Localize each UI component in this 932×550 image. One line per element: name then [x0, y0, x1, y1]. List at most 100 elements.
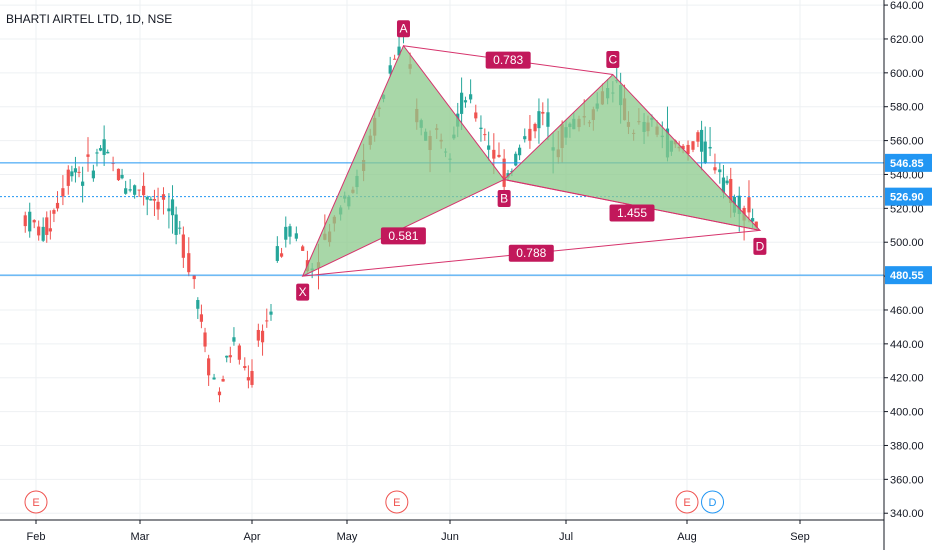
candle-body [207, 358, 211, 376]
candle-body [61, 188, 65, 197]
candle-body [474, 112, 478, 119]
candle-body [156, 201, 160, 210]
candle-body [116, 168, 121, 181]
x-tick-label: Feb [27, 531, 46, 543]
y-tick-label: 380.00 [890, 440, 924, 452]
candle-body [128, 189, 132, 191]
point-x-label: X [299, 285, 307, 299]
y-tick-label: 420.00 [890, 373, 924, 385]
candle-body [142, 185, 146, 196]
candle-body [699, 129, 704, 152]
candle-body [492, 149, 496, 159]
y-tick-label: 500.00 [890, 237, 924, 249]
candle-body [708, 146, 712, 149]
event-marker-label: E [393, 497, 400, 509]
candle-body [237, 345, 241, 360]
candle-body [301, 246, 305, 251]
candle-body [686, 144, 690, 154]
earnings-marker [24, 490, 48, 514]
candle-body [713, 167, 717, 171]
candle-body [178, 227, 182, 229]
y-tick-label: 560.00 [890, 136, 924, 148]
price-tag-label: 526.90 [890, 192, 924, 204]
point-b-label: B [500, 192, 508, 206]
candle-body [718, 169, 722, 173]
x-tick-label: Aug [677, 531, 697, 543]
point-a-label: A [399, 22, 407, 36]
ratio-xb-label: 0.581 [388, 229, 418, 243]
candle-body [502, 158, 506, 187]
candle-body [243, 366, 247, 368]
y-tick-label: 540.00 [890, 169, 924, 181]
candle-body [533, 123, 537, 132]
candle-body [294, 233, 298, 239]
candle-body [170, 199, 175, 216]
candle-body [32, 220, 36, 223]
point-c-label: C [609, 53, 618, 67]
x-tick-label: Jun [441, 531, 459, 543]
candle-body [275, 246, 279, 261]
candle-body [725, 180, 729, 184]
candle-body [284, 226, 288, 240]
candle-body [479, 127, 483, 129]
candle-body [691, 141, 695, 150]
candle-body [66, 169, 70, 186]
candle-body [393, 58, 397, 60]
x-tick-label: May [337, 531, 358, 543]
candle-body [81, 181, 85, 186]
y-tick-label: 640.00 [890, 0, 924, 12]
price-tag-label: 546.85 [890, 158, 924, 170]
price-tag-bg [885, 187, 932, 206]
earnings-marker [675, 490, 699, 514]
candle-body [681, 145, 685, 150]
price-tag-label: 480.55 [890, 270, 924, 282]
candle-body [537, 111, 541, 129]
candle-body [232, 337, 236, 342]
candle-body [196, 300, 200, 309]
event-marker-label: E [683, 497, 690, 509]
candle-body [225, 355, 229, 358]
candle-body [28, 211, 32, 232]
candle-body [23, 215, 27, 227]
candle-body [747, 197, 751, 213]
candle-body [483, 134, 487, 136]
candle-body [120, 174, 124, 179]
y-tick-label: 620.00 [890, 34, 924, 46]
y-tick-label: 440.00 [890, 339, 924, 351]
candle-body [41, 226, 45, 241]
candle-body [279, 253, 284, 257]
point-b-label-bg [497, 190, 511, 208]
ratio-xd-label-bg [508, 244, 554, 262]
ratio-ac-label: 0.783 [493, 53, 523, 67]
candle-body [55, 202, 60, 209]
candle-body [73, 168, 78, 173]
y-tick-label: 520.00 [890, 203, 924, 215]
ratio-ac-label-bg [485, 51, 531, 69]
dividend-marker [701, 490, 725, 514]
candle-body [256, 329, 260, 341]
ratio-bd-label-bg [609, 204, 655, 222]
x-tick-label: Mar [131, 531, 150, 543]
y-tick-label: 400.00 [890, 407, 924, 419]
earnings-marker [385, 490, 409, 514]
candle-body [250, 371, 254, 385]
point-a-label-bg [396, 20, 410, 38]
candle-body [133, 185, 137, 195]
y-tick-label: 580.00 [890, 102, 924, 114]
candle-body [269, 311, 273, 315]
candle-body [145, 197, 149, 200]
y-tick-label: 340.00 [890, 508, 924, 520]
ratio-xb-label-bg [380, 227, 426, 245]
y-tick-label: 360.00 [890, 474, 924, 486]
candle-body [397, 46, 401, 56]
candle-body [199, 314, 204, 322]
candle-body [152, 198, 157, 201]
candle-body [102, 139, 106, 155]
candle-body [703, 141, 707, 163]
candle-body [523, 136, 527, 140]
candle-body [388, 65, 392, 74]
x-tick-label: Jul [559, 531, 573, 543]
candle-body [192, 275, 196, 280]
candle-body [106, 151, 110, 154]
